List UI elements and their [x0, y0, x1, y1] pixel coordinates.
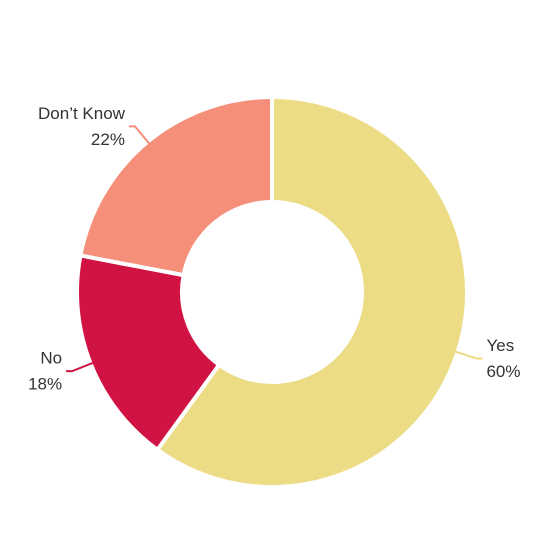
- leader-line: [128, 125, 155, 151]
- leader-line: [66, 359, 101, 373]
- leader-line: [447, 348, 483, 360]
- slice-label: Yes: [486, 336, 514, 355]
- slice-label: Don’t Know: [38, 104, 126, 123]
- slice-value-label: 60%: [486, 362, 520, 381]
- donut-slice: [154, 94, 469, 489]
- donut-slice: [78, 94, 274, 278]
- slice-value-label: 18%: [28, 375, 62, 394]
- donut-slice: [75, 253, 222, 453]
- slice-label: No: [40, 349, 62, 368]
- slice-value-label: 22%: [91, 130, 125, 149]
